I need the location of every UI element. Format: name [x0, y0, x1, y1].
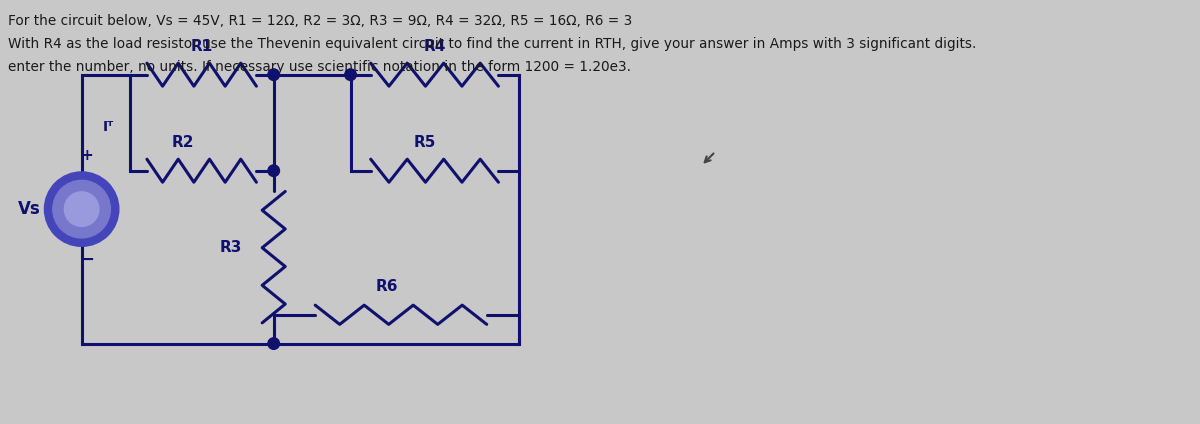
- Circle shape: [268, 338, 280, 349]
- Text: For the circuit below, Vs = 45V, R1 = 12Ω, R2 = 3Ω, R3 = 9Ω, R4 = 32Ω, R5 = 16Ω,: For the circuit below, Vs = 45V, R1 = 12…: [7, 14, 632, 28]
- Text: R3: R3: [220, 240, 241, 255]
- Text: With R4 as the load resistor use the Thevenin equivalent circuit to find the cur: With R4 as the load resistor use the The…: [7, 37, 976, 51]
- Text: +: +: [80, 148, 92, 163]
- Text: enter the number, no units. If necessary use scientific notation in the form 120: enter the number, no units. If necessary…: [7, 60, 631, 74]
- Text: R5: R5: [414, 134, 436, 150]
- Circle shape: [268, 165, 280, 176]
- Circle shape: [344, 69, 356, 81]
- Circle shape: [46, 173, 118, 245]
- Text: −: −: [79, 251, 94, 269]
- Text: R4: R4: [424, 39, 445, 53]
- Text: R1: R1: [191, 39, 212, 53]
- Text: R6: R6: [376, 279, 398, 294]
- Circle shape: [268, 69, 280, 81]
- Text: R2: R2: [172, 134, 193, 150]
- Circle shape: [53, 180, 110, 238]
- Text: Iᵀ: Iᵀ: [103, 120, 114, 134]
- Circle shape: [65, 192, 98, 226]
- Text: Vs: Vs: [18, 200, 40, 218]
